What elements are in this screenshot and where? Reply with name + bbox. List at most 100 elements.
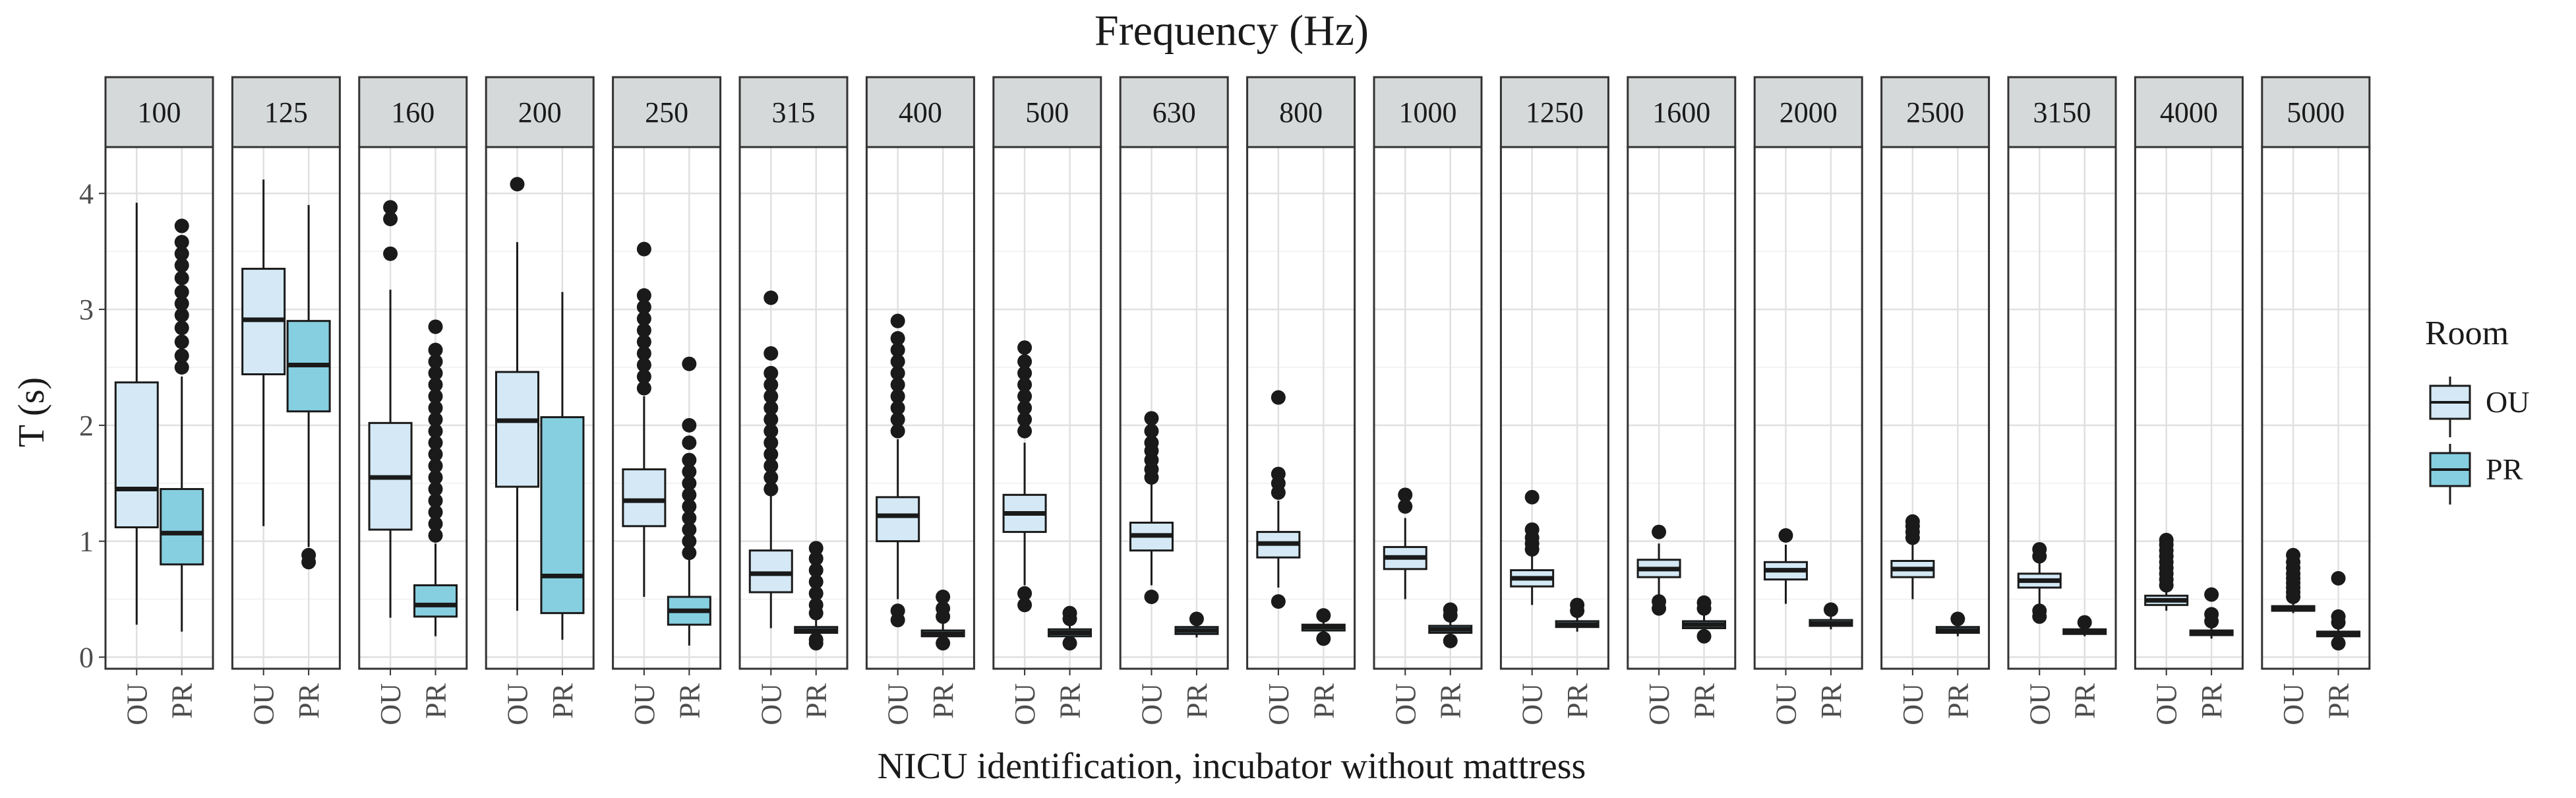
outlier-point (174, 270, 189, 286)
outlier-point (174, 258, 189, 273)
outlier-point (890, 354, 905, 369)
outlier-point (174, 235, 189, 250)
facet-strip-label: 250 (645, 96, 688, 129)
facet-strip-label: 315 (772, 96, 816, 129)
outlier-point (636, 346, 651, 361)
panel-background (2135, 147, 2243, 669)
outlier-point (1189, 611, 1204, 627)
facet-strip (231, 76, 341, 148)
box-ou (1129, 411, 1174, 605)
box-ou (748, 290, 793, 629)
facet-panel: 315 OU PR (738, 76, 849, 725)
box-ou (241, 179, 286, 526)
outlier-point (2204, 607, 2219, 622)
box-pr (1555, 598, 1600, 632)
facet-strip (1499, 76, 1609, 148)
outlier-point (808, 563, 824, 578)
outlier-point (808, 574, 824, 590)
panel-background (1247, 147, 1355, 669)
box-pr (794, 541, 839, 651)
panel-background (993, 147, 1101, 669)
box-pr (2062, 615, 2107, 636)
x-tick-label: PR (1181, 683, 1213, 718)
outlier-point (1017, 340, 1033, 355)
outlier-point (1017, 388, 1033, 404)
outlier-point (636, 334, 651, 350)
outlier-point (1144, 590, 1159, 605)
panel-border (612, 146, 722, 670)
outlier-point (936, 636, 951, 651)
panel-border (992, 146, 1102, 670)
facet-strip (1880, 76, 1991, 148)
box-pr (1935, 611, 1980, 636)
outlier-point (428, 365, 443, 381)
panel-background (1501, 147, 1609, 669)
facet-panel: 400 OU PR (865, 76, 975, 725)
outlier-point (682, 534, 697, 549)
facet-strip-label: 630 (1153, 96, 1196, 129)
outlier-point (764, 470, 779, 485)
outlier-point (764, 290, 779, 305)
box-ou (494, 177, 539, 611)
box-ou (876, 313, 920, 628)
outlier-point (174, 359, 189, 375)
outlier-point (2286, 547, 2301, 563)
facet-strip-label: 1000 (1399, 96, 1457, 129)
facet-strip-label: 1250 (1526, 96, 1584, 129)
outlier-point (682, 435, 697, 450)
outlier-point (174, 307, 189, 322)
box-pr (1174, 611, 1219, 638)
outlier-point (808, 541, 824, 556)
panel-background (1881, 147, 1989, 669)
x-tick-label: OU (1135, 683, 1168, 725)
outlier-point (174, 334, 189, 350)
outlier-point (764, 377, 779, 392)
x-tick-label: OU (1516, 683, 1549, 725)
box-iqr (160, 488, 204, 566)
outlier-point (1144, 423, 1159, 439)
outlier-point (301, 547, 316, 563)
box-ou (1002, 340, 1047, 613)
outlier-point (764, 412, 779, 427)
facet-strip-label: 800 (1279, 96, 1323, 129)
x-tick-label: PR (1054, 683, 1087, 718)
box-iqr (876, 496, 920, 543)
y-axis: 0 1 2 3 4 (79, 177, 105, 673)
panel-background (1374, 147, 1482, 669)
outlier-point (682, 464, 697, 479)
box-pr (920, 590, 965, 651)
panel-border (1627, 146, 1737, 670)
outlier-point (1017, 412, 1033, 427)
x-tick-label: PR (673, 683, 705, 718)
outlier-point (890, 377, 905, 392)
panel-background (866, 147, 974, 669)
box-ou (622, 241, 667, 598)
outlier-point (1443, 602, 1458, 617)
legend-label: PR (2486, 452, 2523, 486)
outlier-point (890, 342, 905, 357)
box-pr (1809, 602, 1853, 630)
outlier-point (808, 632, 824, 648)
facet-strip-label: 200 (518, 96, 562, 129)
chart-title: Frequency (Hz) (1094, 7, 1369, 55)
facet-strip-label: 400 (899, 96, 942, 129)
outlier-point (764, 446, 779, 462)
outlier-point (764, 458, 779, 474)
y-tick-label: 2 (79, 410, 94, 442)
facet-panel: 160 OU PR (358, 76, 468, 725)
box-ou (2144, 532, 2189, 611)
panel-border (485, 146, 595, 670)
panel-border (231, 146, 341, 670)
outlier-point (383, 246, 398, 261)
outlier-point (682, 510, 697, 526)
panel-border (104, 146, 214, 670)
outlier-point (2077, 615, 2092, 630)
box-pr (286, 204, 331, 570)
outlier-point (1778, 528, 1793, 543)
outlier-point (764, 435, 779, 450)
outlier-point (682, 487, 697, 503)
outlier-point (1398, 499, 1413, 514)
box-pr (540, 292, 585, 640)
facet-strip (2134, 76, 2244, 148)
